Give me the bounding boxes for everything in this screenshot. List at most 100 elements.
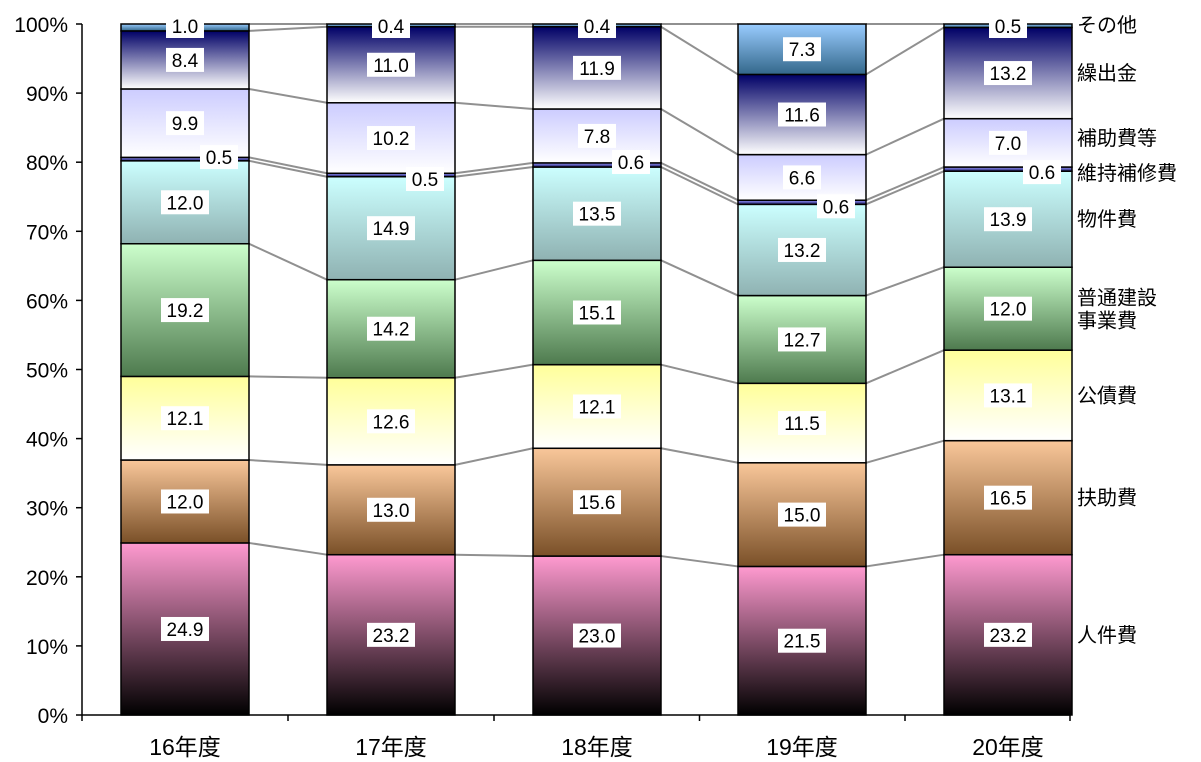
data-label-text: 0.5	[995, 17, 1021, 38]
series-label: 普通建設事業費	[1077, 287, 1157, 333]
series-label: その他	[1077, 14, 1137, 37]
data-label-text: 11.5	[784, 414, 820, 435]
connector-line	[660, 108, 739, 156]
connector-line	[865, 553, 945, 568]
data-label: 15.1	[573, 300, 621, 325]
data-label: 12.0	[161, 190, 209, 215]
data-label: 0.5	[200, 145, 238, 170]
data-label-text: 0.4	[378, 17, 405, 38]
connector-line	[248, 375, 328, 379]
data-label-text: 14.9	[373, 219, 410, 240]
data-label-text: 7.8	[584, 127, 610, 148]
data-label: 8.4	[166, 47, 204, 72]
data-label-text: 23.0	[579, 627, 616, 648]
data-label-text: 13.2	[784, 241, 821, 262]
data-label-text: 6.6	[789, 168, 815, 189]
data-label: 12.1	[573, 394, 621, 419]
bar-segment	[737, 73, 867, 156]
data-label: 11.5	[778, 411, 826, 436]
data-label-text: 12.0	[990, 300, 1027, 321]
data-label: 9.9	[166, 111, 204, 136]
data-label-text: 13.0	[373, 501, 410, 522]
connector-line	[660, 363, 739, 385]
data-label-text: 0.6	[823, 197, 849, 218]
data-label-text: 13.2	[990, 64, 1027, 85]
connector-line	[454, 166, 534, 178]
data-label-text: 11.0	[373, 56, 409, 77]
data-label-text: 12.1	[167, 409, 204, 430]
connector-line	[248, 242, 328, 281]
y-tick-label: 100%	[14, 14, 68, 37]
y-tick-label: 10%	[26, 636, 68, 659]
data-label-text: 21.5	[784, 632, 821, 653]
x-category-label: 18年度	[561, 734, 633, 760]
x-category-label: 20年度	[972, 734, 1044, 760]
data-label: 14.2	[367, 316, 415, 341]
series-label: 維持補修費	[1077, 162, 1177, 185]
series-label: 繰出金	[1077, 62, 1137, 85]
y-tick-label: 90%	[26, 83, 68, 106]
data-label-text: 0.5	[206, 148, 232, 169]
data-label: 13.9	[984, 207, 1032, 232]
data-label-text: 12.1	[579, 397, 616, 418]
data-label: 13.0	[367, 497, 415, 522]
data-label: 14.9	[367, 216, 415, 241]
data-label-text: 19.2	[167, 301, 204, 322]
y-tick-label: 30%	[26, 498, 68, 521]
connector-line	[865, 26, 945, 76]
data-label: 12.0	[984, 296, 1032, 321]
data-label: 11.6	[778, 102, 826, 127]
data-label: 1.0	[166, 14, 204, 38]
data-label: 7.3	[783, 37, 821, 62]
x-category-label: 17年度	[355, 734, 427, 760]
data-label: 12.1	[161, 406, 209, 431]
data-label: 23.2	[367, 622, 415, 647]
connector-line	[660, 166, 739, 206]
data-label-text: 7.0	[995, 134, 1021, 155]
data-label-text: 24.9	[167, 620, 204, 641]
series-label: 物件費	[1077, 208, 1137, 231]
connector-line	[660, 447, 739, 464]
data-label: 7.0	[989, 130, 1027, 155]
connector-line	[660, 259, 739, 297]
connector-line	[660, 555, 739, 568]
data-label: 13.2	[984, 61, 1032, 86]
data-label: 12.6	[367, 409, 415, 434]
x-category-label: 19年度	[766, 734, 838, 760]
data-label-text: 23.2	[373, 626, 410, 647]
data-label-text: 23.2	[990, 626, 1027, 647]
series-label: 補助費等	[1077, 127, 1157, 150]
y-tick-label: 50%	[26, 360, 68, 383]
data-label-text: 16.5	[990, 489, 1027, 510]
connector-line	[248, 541, 328, 556]
data-label: 0.5	[406, 166, 444, 191]
data-label: 19.2	[161, 298, 209, 323]
data-label-text: 1.0	[172, 17, 198, 38]
data-label-text: 12.7	[784, 330, 821, 351]
data-label-text: 8.4	[172, 51, 199, 72]
data-label-text: 11.9	[579, 59, 615, 80]
data-label: 12.0	[161, 489, 209, 514]
data-label: 12.7	[778, 327, 826, 352]
y-tick-label: 70%	[26, 221, 68, 244]
connector-line	[454, 553, 534, 558]
data-label: 13.1	[984, 383, 1032, 408]
series-label: 公債費	[1077, 384, 1137, 407]
data-label-text: 13.1	[990, 386, 1027, 407]
connector-line	[865, 349, 945, 385]
data-label-text: 0.4	[584, 17, 611, 38]
data-label: 6.6	[783, 165, 821, 190]
data-label: 21.5	[778, 628, 826, 653]
data-label: 24.9	[161, 616, 209, 641]
connector-line	[865, 170, 945, 206]
data-label-text: 12.6	[373, 412, 410, 433]
connector-line	[248, 159, 328, 178]
x-category-label: 16年度	[149, 734, 221, 760]
data-label: 0.4	[372, 14, 410, 38]
data-label-text: 0.6	[1029, 163, 1055, 184]
y-tick-label: 80%	[26, 152, 68, 175]
bar-segments	[120, 23, 1073, 716]
connector-line	[660, 161, 739, 202]
data-label-text: 10.2	[373, 129, 410, 150]
